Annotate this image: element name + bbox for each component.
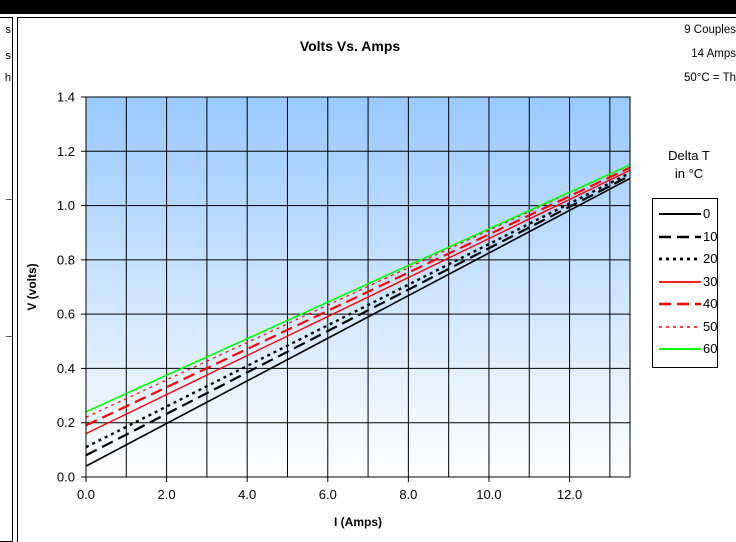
y-tick-label: 1.4 (57, 90, 75, 105)
legend-item: 60 (657, 339, 719, 359)
legend-label: 50 (703, 318, 718, 334)
x-tick-label: 2.0 (158, 487, 176, 502)
legend-label: 20 (703, 251, 718, 266)
amps-note: 14 Amps (691, 48, 736, 60)
x-tick-label: 6.0 (319, 487, 337, 502)
left-panel-strip: s s h (0, 17, 13, 542)
legend-label: 10 (703, 228, 718, 244)
legend-title: Delta T in °C (652, 147, 726, 183)
x-tick-label: 12.0 (557, 487, 582, 502)
legend-title-line: in °C (674, 166, 704, 181)
series-line-0 (85, 177, 631, 467)
left-panel-text: h (4, 72, 11, 84)
legend-swatch (659, 235, 701, 238)
legend-item: 20 (657, 249, 719, 269)
hot-temp-note: 50°C = Th (683, 72, 736, 84)
series-line-30 (85, 169, 631, 435)
series-line-40 (85, 166, 631, 427)
series-line-50 (85, 164, 631, 418)
couples-note: 9 Couples (684, 24, 736, 36)
legend-title-line: Delta T (668, 148, 710, 163)
y-tick-label: 0.2 (57, 415, 75, 430)
legend-label: 40 (703, 296, 718, 311)
left-panel-divider (6, 336, 12, 337)
legend-label: 60 (703, 341, 718, 356)
legend-swatch (659, 257, 701, 261)
axis-ticks: 0.0 2.0 4.0 6.0 8.0 10.0 12.0 0.0 0.2 0.4 0.6 0.8 1.… (57, 90, 582, 503)
legend-item: 0 (657, 204, 719, 224)
left-panel-divider (6, 199, 12, 200)
x-axis-title: I (Amps) (334, 515, 382, 529)
left-panel-text: s (5, 50, 12, 62)
legend-label: 30 (703, 273, 718, 289)
legend-item: 40 (657, 294, 719, 314)
chart-title: Volts Vs. Amps (299, 38, 401, 54)
y-tick-label: 0.4 (57, 361, 75, 376)
legend-swatch (659, 325, 701, 328)
series-line-10 (85, 174, 631, 457)
y-tick-label: 1.2 (57, 144, 75, 159)
legend-swatch (659, 348, 701, 350)
y-tick-label: 0.6 (57, 307, 75, 322)
x-tick-label: 0.0 (77, 487, 95, 502)
legend-item: 10 (657, 227, 719, 247)
x-tick-label: 10.0 (476, 487, 501, 502)
legend-item: 30 (657, 272, 719, 292)
series-line-60 (85, 164, 631, 413)
y-tick-label: 1.0 (57, 198, 75, 213)
legend-label: 0 (703, 206, 711, 221)
legend-swatch (659, 302, 701, 306)
legend: 0 10 20 30 40 50 60 (652, 198, 718, 368)
y-axis-title: V (volts) (25, 263, 39, 310)
plot-background (86, 97, 630, 477)
plot-border (85, 96, 631, 478)
x-tick-label: 4.0 (238, 487, 256, 502)
y-tick-label: 0.8 (57, 252, 75, 267)
x-tick-label: 8.0 (399, 487, 417, 502)
legend-item: 50 (657, 317, 719, 337)
y-tick-label: 0.0 (57, 470, 75, 485)
series-lines (85, 164, 631, 467)
left-panel-text: s (5, 24, 12, 36)
legend-swatch (659, 280, 701, 283)
top-border-bar (0, 0, 736, 14)
legend-swatch (659, 213, 701, 215)
